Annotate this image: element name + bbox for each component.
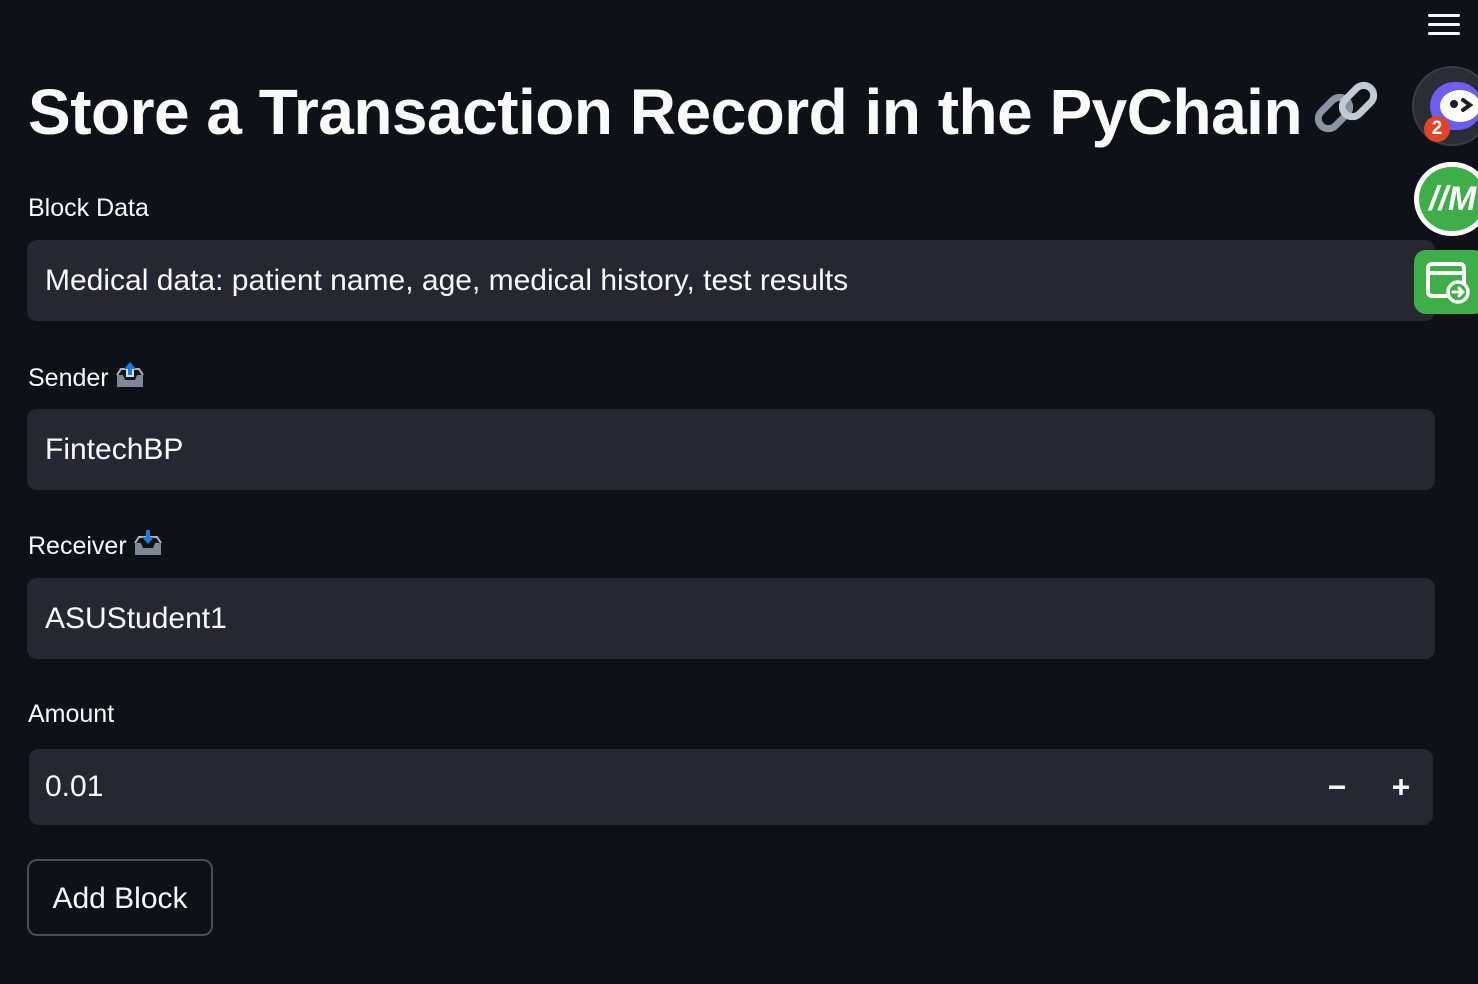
block-data-input[interactable]: Medical data: patient name, age, medical… <box>27 240 1435 321</box>
outbox-tray-icon <box>115 361 145 397</box>
amount-field[interactable]: 0.01 <box>45 770 104 803</box>
page-title: Store a Transaction Record in the PyChai… <box>28 70 1380 161</box>
chat-bot-extension-icon <box>1430 82 1478 130</box>
add-block-button[interactable]: Add Block <box>27 859 213 936</box>
amount-label-text: Amount <box>28 700 115 728</box>
minus-icon <box>1328 749 1346 825</box>
chat-bot-extension-button[interactable]: 2 <box>1412 66 1478 146</box>
sender-value: FintechBP <box>45 433 184 466</box>
page-title-text: Store a Transaction Record in the PyChai… <box>28 76 1303 148</box>
sender-input[interactable]: FintechBP <box>27 409 1435 490</box>
window-redirect-extension-button[interactable] <box>1414 250 1478 314</box>
inbox-tray-icon <box>133 529 163 565</box>
mm-extension-button[interactable]: //M <box>1414 162 1478 236</box>
mm-extension-icon: //M <box>1419 167 1478 231</box>
sender-label-text: Sender <box>28 364 109 392</box>
amount-label: Amount <box>28 698 114 730</box>
link-icon <box>1312 73 1380 161</box>
hamburger-menu-icon[interactable] <box>1428 14 1460 38</box>
receiver-value: ASUStudent1 <box>45 602 227 635</box>
notification-badge: 2 <box>1424 116 1450 142</box>
amount-decrement-button[interactable] <box>1307 749 1367 825</box>
amount-number-input: 0.01 <box>29 749 1433 825</box>
sender-label: Sender <box>28 361 145 397</box>
plus-icon <box>1392 749 1410 825</box>
block-data-label-text: Block Data <box>28 194 149 222</box>
amount-increment-button[interactable] <box>1371 749 1431 825</box>
block-data-label: Block Data <box>28 192 149 224</box>
receiver-label-text: Receiver <box>28 532 127 560</box>
receiver-input[interactable]: ASUStudent1 <box>27 578 1435 659</box>
window-redirect-extension-icon <box>1414 262 1478 318</box>
receiver-label: Receiver <box>28 529 163 565</box>
block-data-value: Medical data: patient name, age, medical… <box>45 264 849 297</box>
